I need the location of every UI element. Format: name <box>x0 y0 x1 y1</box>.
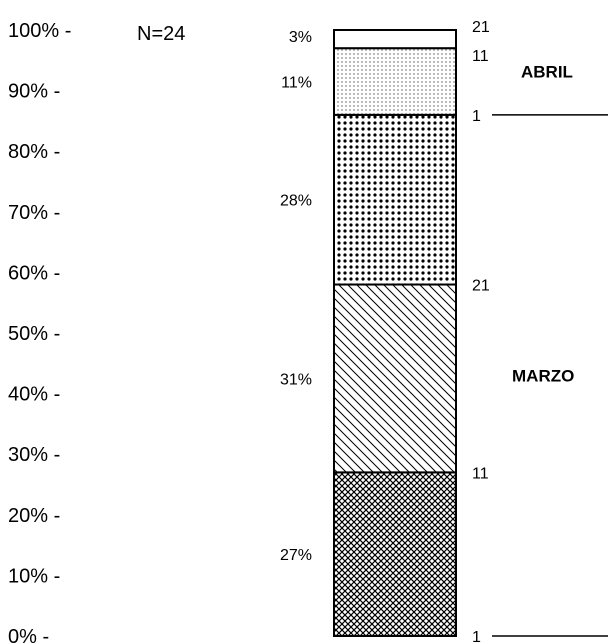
bar-segment-2 <box>333 283 457 474</box>
day-marker: 11 <box>472 48 489 65</box>
y-tick-label: 70% - <box>8 202 60 224</box>
segment-value-label: 27% <box>280 547 312 564</box>
y-tick-label: 40% - <box>8 384 60 406</box>
bar-segment-5 <box>333 29 457 50</box>
day-marker: 21 <box>472 278 490 295</box>
y-tick-label: 60% - <box>8 262 60 284</box>
segment-value-label: 3% <box>289 29 312 46</box>
day-marker: 1 <box>472 108 481 125</box>
y-tick-label: 30% - <box>8 444 60 466</box>
sample-size-label: N=24 <box>137 23 185 45</box>
segment-value-label: 28% <box>280 193 312 210</box>
y-tick-label: 90% - <box>8 81 60 103</box>
day-marker: 21 <box>472 19 490 36</box>
period-label: MARZO <box>512 366 574 385</box>
segment-labels: 27% 31% 28% 11% 3% <box>280 29 312 564</box>
segment-value-label: 31% <box>280 371 312 388</box>
bar-segment-4 <box>333 47 457 116</box>
bar-segment-3 <box>333 113 457 286</box>
y-tick-label: 10% - <box>8 565 60 587</box>
y-tick-label: 0% - <box>8 626 49 644</box>
y-tick-label: 50% - <box>8 323 60 345</box>
y-tick-label: 80% - <box>8 141 60 163</box>
stacked-bar <box>333 29 457 637</box>
day-marker: 1 <box>472 629 481 644</box>
y-tick-label: 100% - <box>8 20 71 42</box>
period-label: ABRIL <box>521 62 573 81</box>
y-axis: 100% - 90% - 80% - 70% - 60% - 50% - 40% - 30% … <box>8 20 71 644</box>
y-tick-label: 20% - <box>8 505 60 527</box>
day-marker: 11 <box>472 465 489 482</box>
segment-value-label: 11% <box>281 75 312 92</box>
bar-segment-1 <box>333 471 457 637</box>
